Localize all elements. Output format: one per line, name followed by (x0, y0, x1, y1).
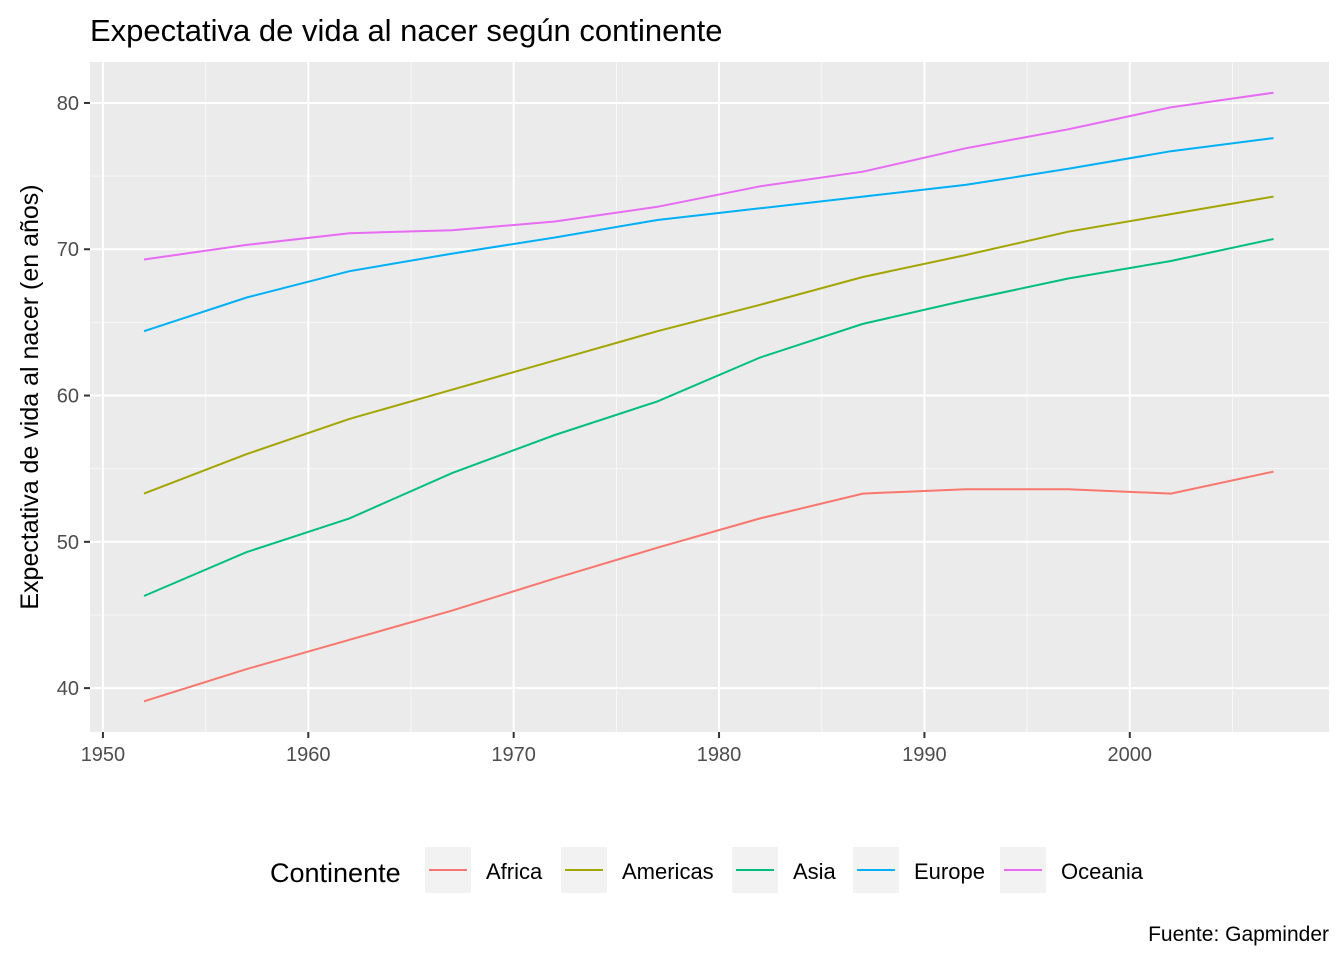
y-tick-label: 70 (57, 239, 79, 261)
legend-label: Asia (793, 859, 837, 884)
y-axis-label: Expectativa de vida al nacer (en años) (16, 184, 44, 609)
legend-label: Europe (914, 859, 985, 884)
y-tick-label: 80 (57, 93, 79, 115)
chart-title: Expectativa de vida al nacer según conti… (90, 13, 722, 48)
y-tick-label: 40 (57, 678, 79, 700)
x-tick-label: 1990 (902, 744, 947, 766)
caption: Fuente: Gapminder (1148, 923, 1329, 946)
legend-label: Oceania (1061, 859, 1144, 884)
y-tick-label: 50 (57, 532, 79, 554)
x-tick-label: 1980 (697, 744, 742, 766)
legend: Continente Africa Americas Asia Europe Ocean… (270, 847, 1144, 893)
legend-item-asia: Asia (732, 847, 837, 893)
x-tick-label: 2000 (1108, 744, 1153, 766)
legend-label: Africa (486, 859, 543, 884)
series-line-africa (143, 470, 1274, 703)
series-line-asia (143, 238, 1274, 597)
legend-item-europe: Europe (853, 847, 985, 893)
series-lines (143, 91, 1274, 703)
series-line-oceania (143, 91, 1274, 261)
x-tick-label: 1950 (81, 744, 126, 766)
legend-item-americas: Americas (561, 847, 714, 893)
legend-title: Continente (270, 858, 401, 888)
legend-item-oceania: Oceania (1000, 847, 1144, 893)
plot-panel (90, 62, 1329, 732)
legend-label: Americas (622, 859, 714, 884)
x-tick-label: 1970 (491, 744, 536, 766)
x-axis: 1950 1960 1970 1980 1990 2000 (81, 732, 1152, 766)
y-axis: 40 50 60 70 80 (57, 93, 90, 700)
series-line-europe (143, 137, 1274, 333)
series-line-americas (143, 195, 1274, 495)
x-tick-label: 1960 (286, 744, 331, 766)
gridlines (90, 62, 1329, 732)
y-tick-label: 60 (57, 386, 79, 408)
legend-item-africa: Africa (425, 847, 543, 893)
